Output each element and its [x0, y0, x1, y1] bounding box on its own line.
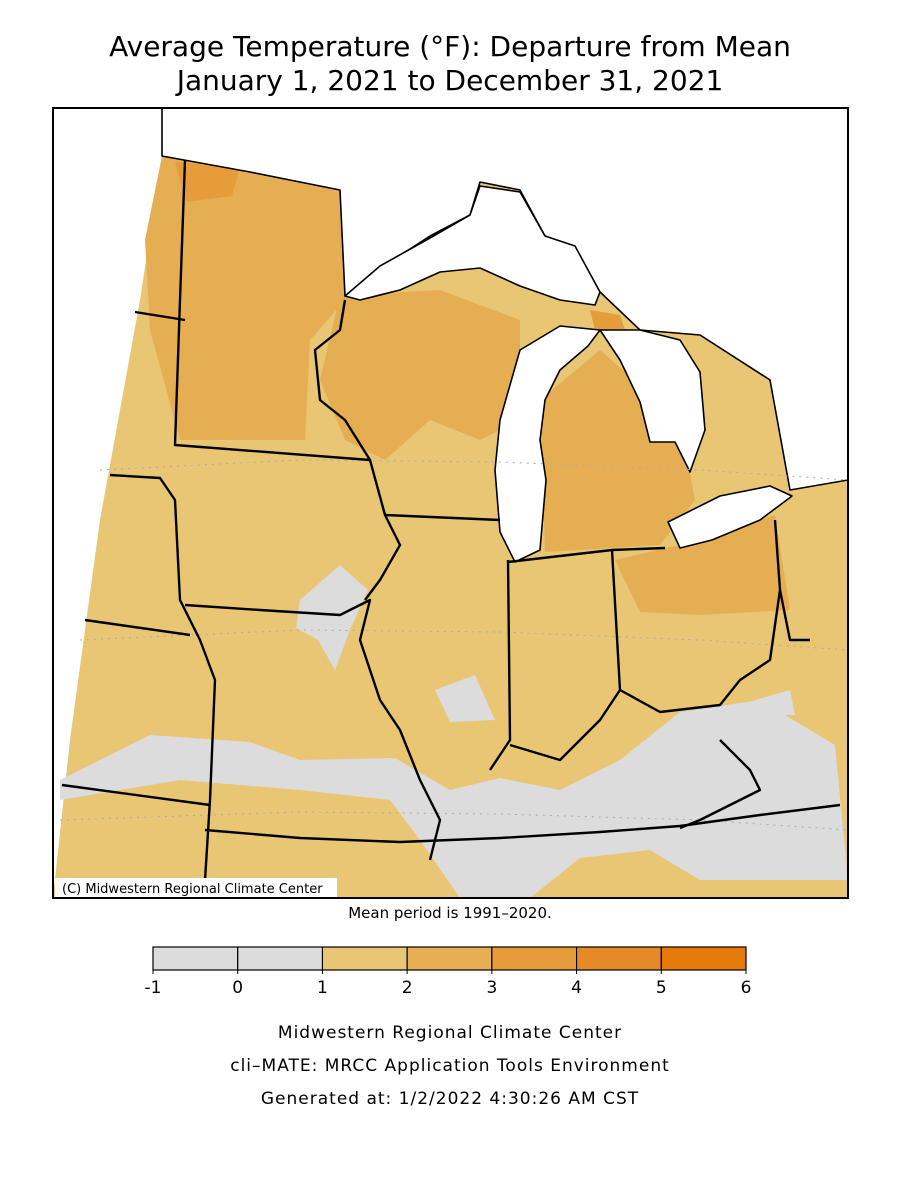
- lake-erie: [667, 485, 793, 549]
- legend-tick-label: 2: [402, 978, 413, 998]
- state-line: [679, 739, 762, 830]
- region-warm: [320, 290, 520, 460]
- graticule: [79, 629, 848, 651]
- legend-tick-label: 0: [232, 978, 243, 998]
- legend-swatch: [576, 946, 662, 971]
- region-cool: [296, 565, 368, 670]
- state-line: [109, 473, 217, 881]
- subtitle: January 1, 2021 to December 31, 2021: [175, 64, 724, 97]
- state-line: [134, 310, 186, 322]
- state-line: [184, 598, 442, 861]
- legend-swatch: [491, 946, 578, 971]
- state-line: [204, 803, 841, 844]
- graticule: [99, 459, 848, 481]
- state-line: [489, 559, 512, 771]
- state-line: [509, 549, 622, 762]
- legend-tick-label: 3: [486, 978, 497, 998]
- state-line: [778, 589, 810, 642]
- mean-period: Mean period is 1991–2020.: [348, 904, 552, 922]
- region-hot: [590, 310, 625, 330]
- region-hot: [175, 162, 240, 202]
- legend-swatch: [660, 946, 747, 971]
- lake-superior: [344, 185, 601, 306]
- canada: [161, 108, 848, 491]
- region-cool: [755, 690, 795, 715]
- legend-swatch: [237, 946, 323, 971]
- legend-swatch: [152, 946, 239, 971]
- region-warm: [615, 515, 790, 615]
- legend-tick-label: -1: [145, 978, 162, 998]
- region-warm: [145, 156, 345, 440]
- title: Average Temperature (°F): Departure from…: [109, 30, 791, 63]
- legend: -1 0 1 2 3 4 5 6: [145, 946, 752, 998]
- state-line: [313, 299, 402, 601]
- footer-line: Generated at: 1/2/2022 4:30:26 AM CST: [261, 1089, 639, 1109]
- region-cool: [60, 700, 848, 898]
- legend-swatch: [321, 946, 408, 971]
- region-cool: [435, 675, 495, 722]
- state-line: [384, 513, 501, 522]
- state-line: [61, 783, 211, 807]
- credit: (C) Midwestern Regional Climate Center: [62, 882, 323, 897]
- map-frame: [52, 107, 849, 899]
- lake-huron: [599, 329, 706, 473]
- legend-tick-label: 4: [571, 978, 582, 998]
- legend-tick-label: 6: [741, 978, 752, 998]
- map: (C) Midwestern Regional Climate Center: [53, 108, 848, 898]
- state-line: [173, 159, 371, 462]
- region-warm-spot: [120, 830, 160, 878]
- footer-line: cli–MATE: MRCC Application Tools Environ…: [230, 1056, 670, 1076]
- lake-michigan: [494, 325, 601, 563]
- credit-box: [55, 878, 337, 897]
- state-line: [84, 618, 191, 637]
- legend-tick-label: 1: [317, 978, 328, 998]
- legend-swatch: [406, 946, 493, 971]
- footer-line: Midwestern Regional Climate Center: [278, 1023, 622, 1043]
- legend-tick-label: 5: [656, 978, 667, 998]
